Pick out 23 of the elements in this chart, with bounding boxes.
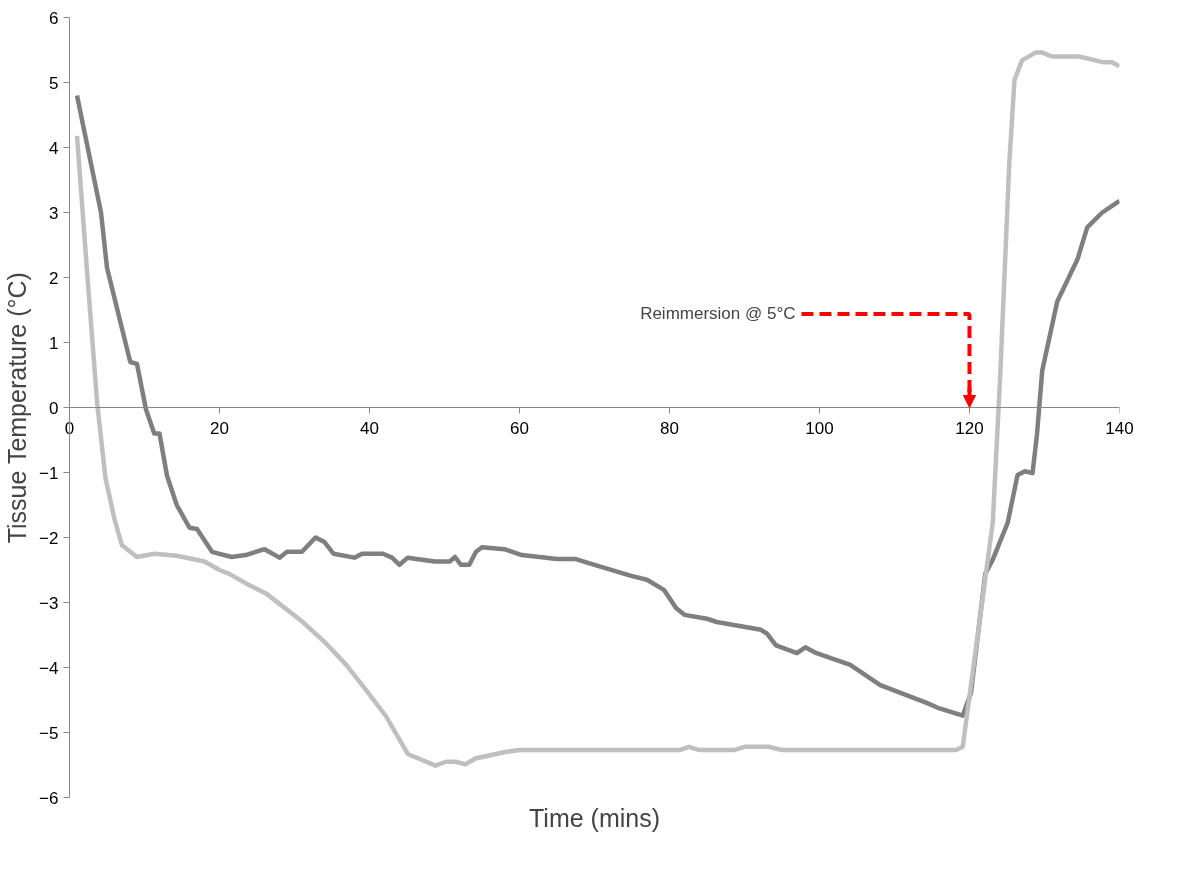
- y-tick-label: −4: [39, 658, 59, 678]
- x-tick-label: 20: [210, 418, 229, 438]
- x-tick-label: 80: [660, 418, 679, 438]
- y-tick-label: 2: [49, 268, 59, 288]
- x-tick-label: 140: [1105, 418, 1134, 438]
- y-axis-title: Tissue Temperature (°C): [3, 272, 32, 544]
- x-axis-title: Time (mins): [529, 803, 661, 832]
- y-tick-label: −1: [39, 463, 59, 483]
- x-tick-label: 40: [360, 418, 379, 438]
- x-tick-label: 120: [955, 418, 984, 438]
- y-tick-label: 1: [49, 333, 59, 353]
- x-tick-label: 100: [805, 418, 834, 438]
- y-tick-label: −6: [39, 788, 59, 808]
- y-tick-label: −2: [39, 528, 59, 548]
- y-tick-label: 6: [49, 8, 59, 28]
- y-tick-label: 4: [49, 138, 59, 158]
- x-tick-label: 60: [510, 418, 529, 438]
- y-tick-label: 3: [49, 203, 59, 223]
- y-tick-label: 0: [49, 398, 59, 418]
- y-tick-label: −3: [39, 593, 59, 613]
- y-tick-label: −5: [39, 723, 59, 743]
- ref-line-label: Reimmersion @ 5°C: [640, 304, 796, 324]
- y-tick-label: 5: [49, 73, 59, 93]
